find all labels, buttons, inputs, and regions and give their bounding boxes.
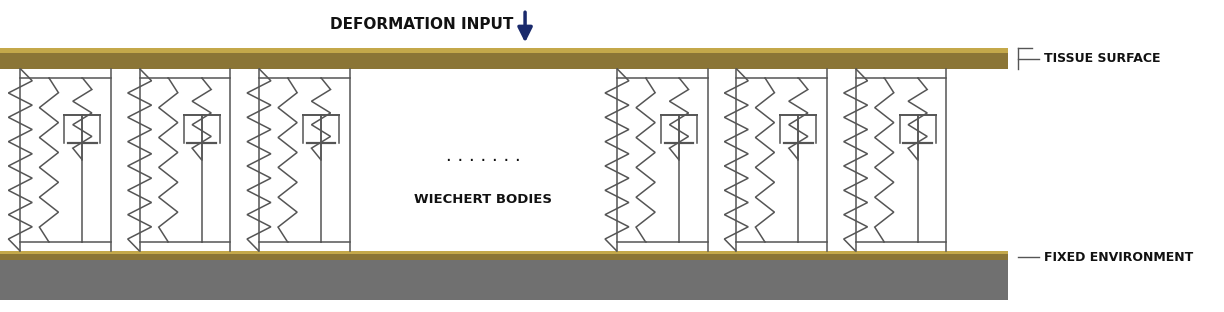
- Bar: [0, 48, 1009, 53]
- Text: . . . . . . .: . . . . . . .: [446, 147, 520, 165]
- Text: TISSUE SURFACE: TISSUE SURFACE: [1044, 52, 1160, 65]
- Text: DEFORMATION INPUT: DEFORMATION INPUT: [329, 17, 513, 32]
- Bar: [0, 251, 1009, 254]
- Bar: [0, 251, 1009, 300]
- Text: WIECHERT BODIES: WIECHERT BODIES: [414, 193, 552, 206]
- Bar: [0, 48, 1009, 69]
- Text: FIXED ENVIRONMENT: FIXED ENVIRONMENT: [1044, 251, 1193, 264]
- Bar: [0, 251, 1009, 260]
